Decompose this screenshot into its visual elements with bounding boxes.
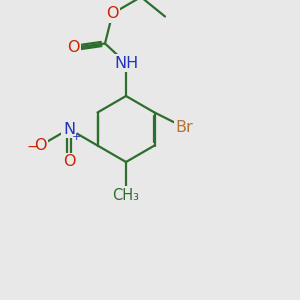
Text: NH: NH bbox=[114, 56, 138, 70]
Text: Br: Br bbox=[176, 120, 194, 135]
Text: N: N bbox=[63, 122, 75, 136]
Text: −: − bbox=[27, 140, 38, 153]
Text: +: + bbox=[72, 131, 81, 142]
Text: O: O bbox=[106, 6, 119, 21]
Text: O: O bbox=[63, 154, 75, 169]
Text: O: O bbox=[67, 40, 80, 56]
Text: O: O bbox=[34, 138, 47, 153]
Text: CH₃: CH₃ bbox=[112, 188, 140, 202]
